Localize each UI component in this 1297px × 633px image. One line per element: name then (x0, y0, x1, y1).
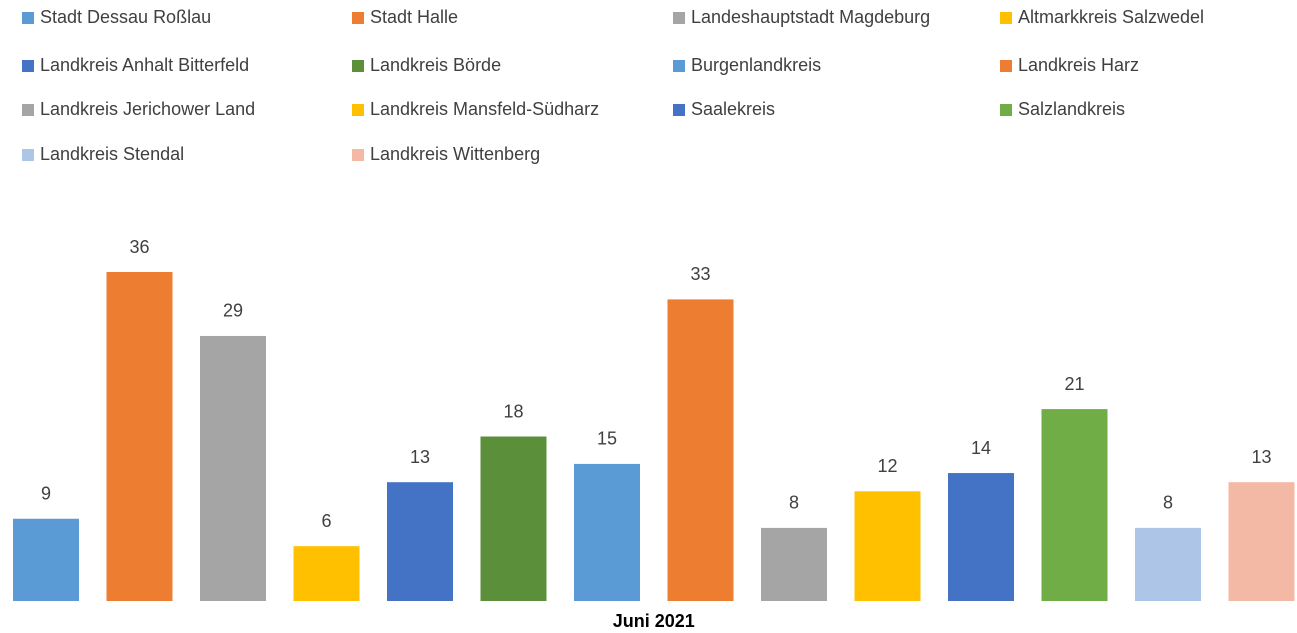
legend-swatch (673, 12, 685, 24)
legend-label: Landkreis Stendal (40, 144, 184, 164)
data-label: 13 (1251, 447, 1271, 467)
bar (948, 473, 1014, 601)
data-label: 18 (503, 401, 523, 421)
bar (1135, 527, 1201, 601)
bar (1041, 409, 1108, 601)
legend-label: Landkreis Harz (1018, 55, 1139, 75)
data-label: 29 (223, 301, 243, 321)
legend-swatch (673, 60, 685, 72)
legend-label: Landkreis Mansfeld-Südharz (370, 99, 599, 119)
legend-swatch (1000, 12, 1012, 24)
legend-label: Burgenlandkreis (691, 55, 821, 75)
data-label: 8 (789, 493, 799, 513)
data-label: 36 (129, 237, 149, 257)
legend-swatch (352, 149, 364, 161)
data-label: 21 (1064, 374, 1084, 394)
legend-swatch (352, 60, 364, 72)
bar (106, 272, 173, 601)
data-label: 9 (41, 484, 51, 504)
legend-label: Stadt Halle (370, 7, 458, 27)
data-label: 13 (410, 447, 430, 467)
legend-label: Landkreis Anhalt Bitterfeld (40, 55, 249, 75)
data-label: 33 (690, 264, 710, 284)
data-label: 6 (321, 511, 331, 531)
legend-label: Stadt Dessau Roßlau (40, 7, 211, 27)
x-tick-label: Juni 2021 (613, 611, 695, 631)
legend-swatch (22, 60, 34, 72)
legend-swatch (673, 104, 685, 116)
legend-label: Landkreis Börde (370, 55, 501, 75)
legend-swatch (22, 12, 34, 24)
data-label: 8 (1163, 493, 1173, 513)
data-label: 12 (877, 456, 897, 476)
data-label: 14 (971, 438, 991, 458)
legend-swatch (352, 104, 364, 116)
legend-swatch (352, 12, 364, 24)
legend-label: Landkreis Jerichower Land (40, 99, 255, 119)
legend-swatch (22, 149, 34, 161)
legend-label: Saalekreis (691, 99, 775, 119)
legend-swatch (22, 104, 34, 116)
legend-label: Landkreis Wittenberg (370, 144, 540, 164)
legend-swatch (1000, 104, 1012, 116)
bar (200, 335, 266, 601)
bar (667, 299, 734, 601)
bar (574, 463, 640, 601)
legend-label: Altmarkkreis Salzwedel (1018, 7, 1204, 27)
bar (1228, 482, 1295, 601)
legend-label: Salzlandkreis (1018, 99, 1125, 119)
bar (854, 491, 921, 601)
bar (387, 482, 453, 601)
bar (13, 518, 79, 601)
bar (480, 436, 547, 601)
legend-swatch (1000, 60, 1012, 72)
data-label: 15 (597, 429, 617, 449)
bar (761, 527, 827, 601)
legend-label: Landeshauptstadt Magdeburg (691, 7, 930, 27)
bar (293, 546, 360, 601)
